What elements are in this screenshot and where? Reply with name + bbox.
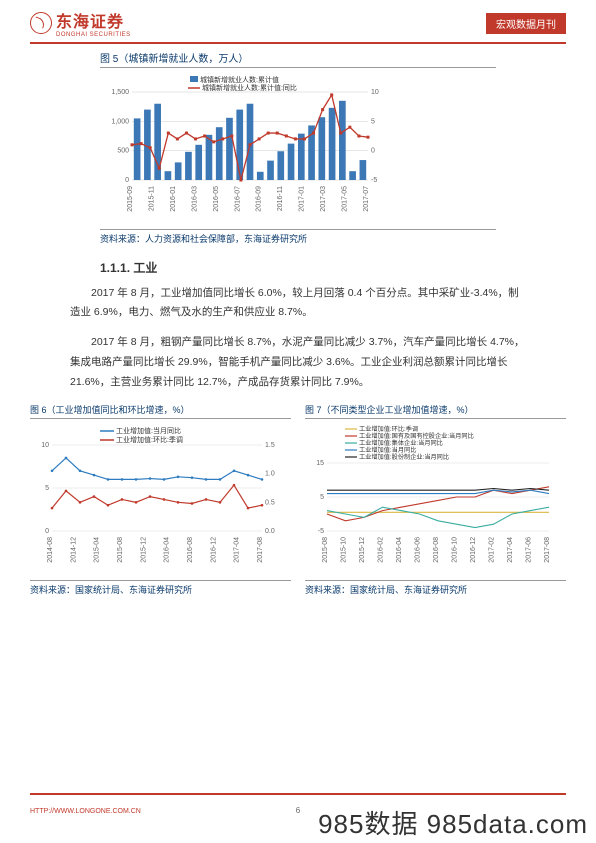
svg-text:2016-06: 2016-06 bbox=[415, 537, 422, 563]
svg-text:工业增加值:股份制企业:当月同比: 工业增加值:股份制企业:当月同比 bbox=[359, 453, 449, 461]
page-footer: HTTP://WWW.LONGONE.COM.CN 6 985数据 985dat… bbox=[0, 793, 596, 843]
fig5-chart: 城镇新增就业人数:累计值城镇新增就业人数:累计值:同比 0 500 1,000 1,50… bbox=[100, 72, 496, 225]
svg-text:城镇新增就业人数:累计值:同比: 城镇新增就业人数:累计值:同比 bbox=[202, 83, 297, 92]
fig7-chart: 工业增加值:环比:季调工业增加值:国有及国有控股企业:当月同比工业增加值:集体企… bbox=[305, 423, 566, 576]
footer-page: 6 bbox=[296, 806, 300, 815]
svg-text:0: 0 bbox=[125, 177, 129, 184]
svg-text:2016-08: 2016-08 bbox=[187, 537, 194, 563]
svg-text:500: 500 bbox=[117, 147, 129, 154]
svg-text:2017-08: 2017-08 bbox=[544, 537, 551, 563]
svg-text:2016-04: 2016-04 bbox=[396, 537, 403, 563]
fig5-title: 图 5（城镇新增就业人数，万人） bbox=[100, 50, 496, 68]
svg-text:0: 0 bbox=[45, 528, 49, 535]
svg-text:工业增加值:国有及国有控股企业:当月同比: 工业增加值:国有及国有控股企业:当月同比 bbox=[359, 432, 474, 440]
fig5-source: 资料来源：人力资源和社会保障部，东海证券研究所 bbox=[100, 229, 496, 245]
svg-text:2014-12: 2014-12 bbox=[70, 537, 77, 563]
svg-text:15: 15 bbox=[316, 460, 324, 467]
svg-text:2017-04: 2017-04 bbox=[507, 537, 514, 563]
svg-text:0.5: 0.5 bbox=[265, 500, 275, 507]
svg-text:5: 5 bbox=[320, 494, 324, 501]
logo: 东海证券 DONGHAI SECURITIES bbox=[30, 8, 131, 38]
svg-text:-5: -5 bbox=[318, 528, 324, 535]
svg-text:2017-02: 2017-02 bbox=[489, 537, 496, 563]
svg-text:2015-10: 2015-10 bbox=[341, 537, 348, 563]
svg-text:2017-07: 2017-07 bbox=[363, 185, 370, 211]
svg-text:2016-04: 2016-04 bbox=[164, 537, 171, 563]
svg-text:-5: -5 bbox=[371, 177, 377, 184]
footer-url: HTTP://WWW.LONGONE.COM.CN bbox=[30, 808, 141, 815]
paragraph-2: 2017 年 8 月，粗钢产量同比增长 8.7%，水泥产量同比减少 3.7%，汽… bbox=[70, 333, 526, 393]
svg-text:城镇新增就业人数:累计值: 城镇新增就业人数:累计值 bbox=[200, 75, 279, 84]
svg-text:工业增加值:环比:季调: 工业增加值:环比:季调 bbox=[359, 425, 418, 433]
svg-text:2017-05: 2017-05 bbox=[342, 185, 349, 211]
fig6-chart: 工业增加值:当月同比工业增加值:环比:季调 0 5 10 0.0 0.5 1.0 1.5 201… bbox=[30, 423, 291, 576]
svg-text:2015-04: 2015-04 bbox=[94, 537, 101, 563]
svg-text:2017-04: 2017-04 bbox=[234, 537, 241, 563]
svg-text:2016-10: 2016-10 bbox=[452, 537, 459, 563]
paragraph-1: 2017 年 8 月，工业增加值同比增长 6.0%，较上月回落 0.4 个百分点… bbox=[70, 284, 526, 324]
svg-text:2016-11: 2016-11 bbox=[277, 185, 284, 210]
svg-text:2017-01: 2017-01 bbox=[299, 185, 306, 211]
svg-text:工业增加值:当月同比: 工业增加值:当月同比 bbox=[116, 426, 181, 435]
svg-text:2016-08: 2016-08 bbox=[433, 537, 440, 563]
page-header: 东海证券 DONGHAI SECURITIES 宏观数据月刊 bbox=[0, 0, 596, 38]
svg-text:1,500: 1,500 bbox=[111, 89, 129, 96]
logo-icon bbox=[30, 12, 52, 34]
fig7-title: 图 7（不同类型企业工业增加值增速，%） bbox=[305, 403, 566, 419]
svg-text:1.0: 1.0 bbox=[265, 471, 275, 478]
svg-text:2016-07: 2016-07 bbox=[234, 185, 241, 211]
svg-text:10: 10 bbox=[41, 442, 49, 449]
fig6-source: 资料来源：国家统计局、东海证券研究所 bbox=[30, 580, 291, 596]
svg-text:工业增加值:当月同比: 工业增加值:当月同比 bbox=[359, 446, 416, 454]
svg-text:工业增加值:集体企业:当月同比: 工业增加值:集体企业:当月同比 bbox=[359, 439, 443, 447]
svg-text:2015-12: 2015-12 bbox=[359, 537, 366, 563]
fig7-source: 资料来源：国家统计局、东海证券研究所 bbox=[305, 580, 566, 596]
svg-text:2015-08: 2015-08 bbox=[322, 537, 329, 563]
svg-text:2016-02: 2016-02 bbox=[378, 537, 385, 563]
watermark: 985数据 985data.com bbox=[318, 804, 588, 841]
section-heading: 1.1.1. 工业 bbox=[100, 259, 556, 276]
svg-text:2016-01: 2016-01 bbox=[170, 185, 177, 211]
svg-text:2015-08: 2015-08 bbox=[117, 537, 124, 563]
svg-text:2017-03: 2017-03 bbox=[320, 185, 327, 211]
fig6-title: 图 6（工业增加值同比和环比增速，%） bbox=[30, 403, 291, 419]
svg-text:10: 10 bbox=[371, 89, 379, 96]
svg-text:0: 0 bbox=[371, 147, 375, 154]
svg-text:2015-11: 2015-11 bbox=[148, 185, 155, 210]
svg-text:2017-06: 2017-06 bbox=[526, 537, 533, 563]
svg-text:2015-09: 2015-09 bbox=[127, 185, 134, 211]
logo-text: 东海证券 bbox=[56, 8, 131, 32]
svg-text:2016-05: 2016-05 bbox=[213, 185, 220, 211]
svg-text:1,000: 1,000 bbox=[111, 118, 129, 125]
logo-subtext: DONGHAI SECURITIES bbox=[56, 32, 131, 38]
svg-text:5: 5 bbox=[45, 485, 49, 492]
svg-text:5: 5 bbox=[371, 118, 375, 125]
header-badge: 宏观数据月刊 bbox=[486, 13, 566, 34]
svg-text:2016-12: 2016-12 bbox=[470, 537, 477, 563]
svg-text:工业增加值:环比:季调: 工业增加值:环比:季调 bbox=[116, 435, 183, 444]
svg-text:2016-12: 2016-12 bbox=[210, 537, 217, 563]
svg-text:0.0: 0.0 bbox=[265, 528, 275, 535]
svg-text:2014-08: 2014-08 bbox=[47, 537, 54, 563]
svg-text:2016-03: 2016-03 bbox=[191, 185, 198, 211]
svg-text:1.5: 1.5 bbox=[265, 442, 275, 449]
footer-divider bbox=[30, 793, 566, 795]
svg-text:2015-12: 2015-12 bbox=[140, 537, 147, 563]
svg-text:2017-08: 2017-08 bbox=[257, 537, 264, 563]
svg-text:2016-09: 2016-09 bbox=[256, 185, 263, 211]
